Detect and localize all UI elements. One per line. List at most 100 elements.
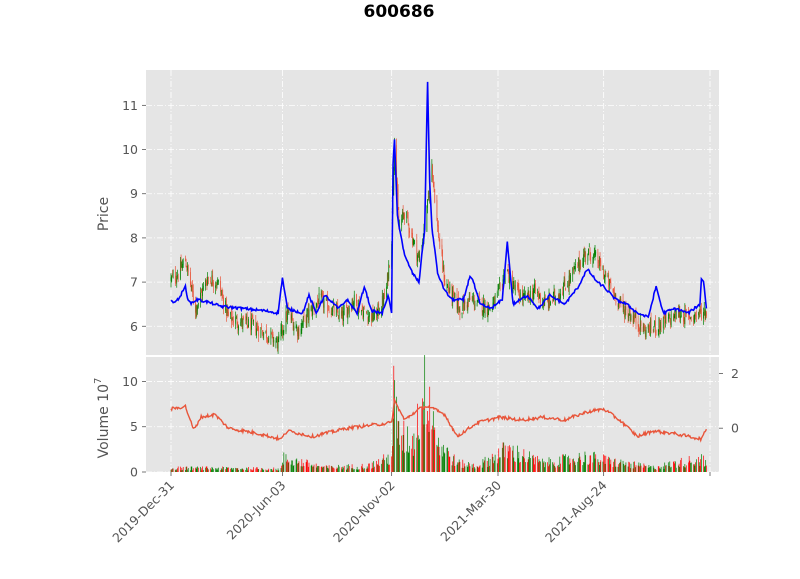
candle-body [386, 286, 387, 298]
volume-bar [297, 463, 299, 472]
candle-body [384, 293, 385, 300]
volume-bar [453, 454, 455, 472]
volume-bar [693, 464, 694, 472]
candle-body [539, 293, 541, 299]
volume-axis-exponent-base: 10 [96, 384, 112, 402]
candle-body [533, 289, 535, 294]
candle-body [305, 314, 307, 324]
volume-bar [431, 429, 433, 472]
candle-body [275, 341, 277, 343]
volume-bar [638, 462, 640, 472]
candle-body [604, 274, 606, 279]
candle-body [443, 265, 444, 270]
candle-body [293, 325, 295, 331]
volume-bar [573, 458, 574, 472]
candle-body [664, 316, 666, 324]
volume-bar [195, 467, 196, 472]
price-y-tick-label: 8 [130, 230, 138, 245]
candle-body [453, 292, 455, 297]
candle-body [645, 329, 647, 338]
candle-body [282, 325, 283, 333]
volume-bar [241, 469, 242, 472]
candle-body [436, 199, 438, 220]
volume-bar [504, 457, 505, 472]
candle-body [242, 318, 244, 326]
volume-bar [547, 462, 548, 472]
candle-body [303, 315, 305, 317]
volume-bar [476, 466, 478, 472]
candle-body [296, 326, 298, 330]
volume-right-tick-label: 0 [731, 421, 739, 436]
candle-body [356, 294, 357, 303]
volume-bar [552, 464, 554, 472]
candle-body [236, 317, 238, 325]
candle-body [327, 296, 329, 312]
candle-body [678, 309, 680, 318]
volume-bar [468, 462, 469, 472]
candle-body [620, 298, 622, 302]
volume-bar [397, 420, 399, 472]
candle-body [560, 293, 561, 299]
price-y-tick-label: 9 [130, 186, 138, 201]
volume-bar [660, 468, 661, 472]
volume-bar [177, 468, 178, 472]
volume-bar [218, 467, 219, 472]
candle-body [444, 280, 446, 286]
candle-body [552, 299, 553, 301]
volume-bar [598, 464, 600, 472]
volume-bar [333, 468, 335, 472]
candle-body [584, 251, 586, 257]
candle-body [627, 309, 629, 318]
volume-bar [512, 450, 513, 472]
volume-bar [568, 464, 570, 472]
volume-bar [381, 463, 382, 472]
volume-bar [297, 463, 298, 472]
volume-bar [363, 468, 365, 472]
volume-bar [699, 465, 701, 472]
volume-axis-exponent-power: 7 [93, 378, 104, 384]
candle-body [657, 329, 659, 331]
candle-body [590, 254, 592, 262]
volume-bar [593, 451, 595, 472]
volume-bar [594, 458, 596, 472]
x-tick-label: 2020-Nov-02 [330, 478, 398, 546]
candle-body [258, 328, 260, 337]
volume-bar [437, 437, 439, 472]
candle-body [413, 240, 415, 245]
volume-bar [523, 449, 525, 472]
candle-body [414, 240, 415, 241]
candle-body [625, 306, 627, 310]
volume-bar [553, 462, 555, 472]
volume-bar [342, 466, 344, 472]
candle-body [266, 338, 268, 340]
volume-bar [210, 468, 211, 472]
volume-bar [487, 466, 489, 472]
candle-body [200, 292, 201, 302]
volume-bar [675, 467, 677, 472]
candle-body [524, 292, 525, 297]
candle-body [624, 309, 626, 318]
candle-body [659, 318, 661, 330]
candle-body [523, 294, 525, 296]
volume-bar [458, 459, 460, 472]
candle-body [195, 305, 197, 313]
candle-body [575, 264, 576, 266]
volume-bar [655, 469, 657, 472]
candle-body [300, 328, 302, 335]
volume-bar [303, 466, 305, 472]
candle-body [667, 317, 669, 322]
volume-bar [453, 456, 454, 472]
volume-bar [412, 435, 413, 472]
volume-bar [291, 460, 293, 472]
candle-body [260, 327, 262, 338]
volume-bar [310, 465, 312, 472]
candle-body [213, 282, 214, 287]
candle-body [579, 262, 581, 271]
candle-body [412, 232, 413, 245]
volume-bar [387, 454, 389, 472]
volume-bar [588, 463, 590, 472]
candle-body [633, 315, 635, 321]
candle-body [454, 292, 456, 298]
volume-bar [664, 462, 666, 472]
volume-bar [271, 469, 272, 472]
